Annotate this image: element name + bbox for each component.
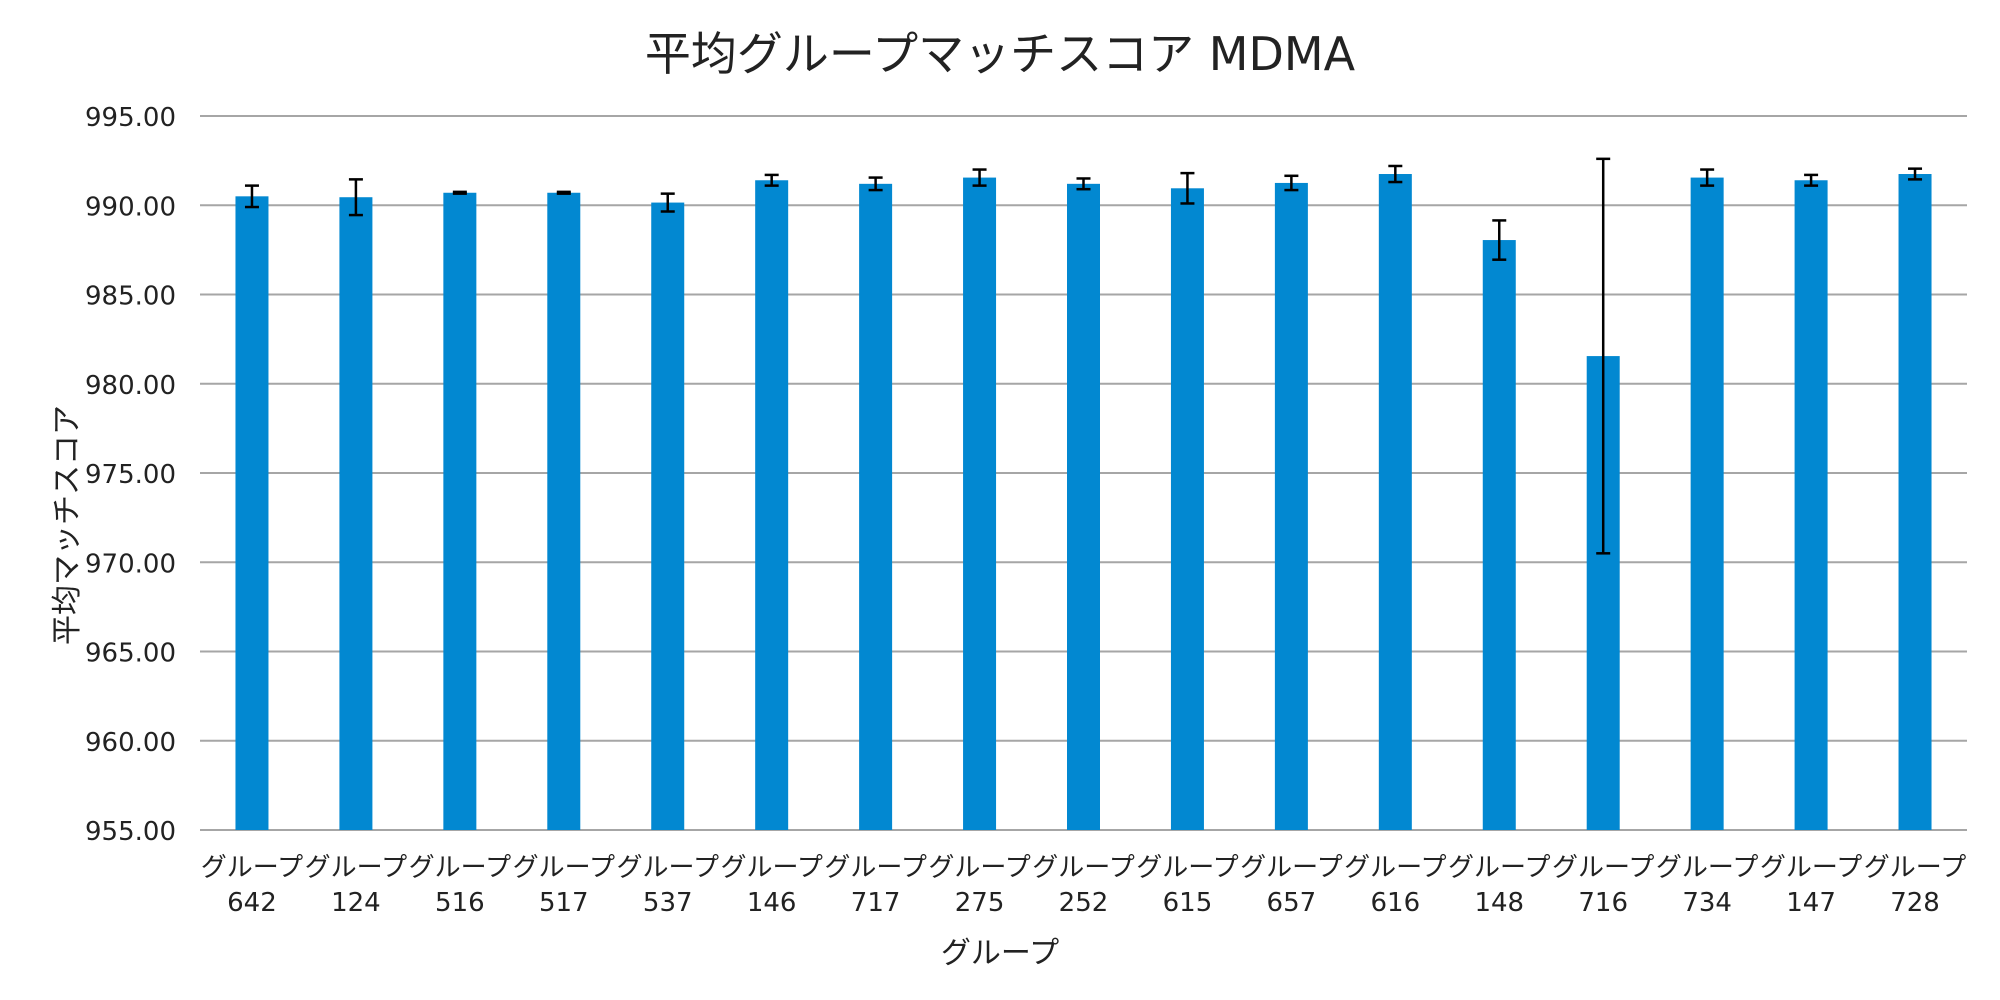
bar: [1794, 180, 1828, 830]
x-tick-label: グループ 642: [201, 853, 303, 918]
y-tick-label: 995.00: [85, 103, 176, 133]
x-tick-label: グループ 252: [1032, 853, 1134, 918]
y-tick-label: 975.00: [85, 460, 176, 490]
bar: [651, 202, 685, 830]
error-bar: [1700, 168, 1715, 187]
error-bar: [1908, 167, 1923, 181]
y-tick-label: 990.00: [85, 192, 176, 222]
y-tick-label: 985.00: [85, 282, 176, 312]
error-bar: [1388, 164, 1403, 184]
bar: [1690, 177, 1724, 830]
bar: [859, 183, 893, 830]
bar: [963, 177, 997, 830]
error-bar: [1284, 174, 1299, 192]
x-tick-label: グループ 616: [1344, 853, 1446, 918]
x-tick-label: グループ 148: [1448, 853, 1550, 918]
x-tick-label: グループ 537: [617, 853, 719, 918]
y-tick-label: 960.00: [85, 728, 176, 758]
error-bar: [1804, 173, 1819, 187]
bar: [1482, 240, 1516, 830]
x-tick-label: グループ 517: [513, 853, 615, 918]
x-tick-label: グループ 146: [720, 853, 822, 918]
error-bar: [660, 192, 675, 213]
bar: [547, 192, 581, 830]
bar: [443, 192, 477, 830]
x-tick-label: グループ 716: [1552, 853, 1654, 918]
error-bar: [244, 184, 259, 209]
y-tick-label: 965.00: [85, 639, 176, 669]
x-tick-label: グループ 717: [824, 853, 926, 918]
bar: [339, 197, 373, 830]
error-bar: [868, 176, 883, 192]
x-tick-label: グループ 275: [928, 853, 1030, 918]
error-bar: [348, 178, 363, 217]
bar: [1170, 188, 1204, 831]
bar: [1067, 183, 1100, 830]
bar: [1378, 174, 1412, 830]
y-tick-label: 970.00: [85, 549, 176, 579]
error-bar: [1492, 219, 1507, 261]
x-tick-label: グループ 124: [305, 853, 407, 918]
x-axis-label: グループ: [940, 936, 1060, 971]
bar: [1898, 174, 1932, 830]
chart-title: 平均グループマッチスコア MDMA: [644, 27, 1356, 81]
error-bar: [452, 190, 467, 195]
error-bar: [1076, 177, 1091, 191]
error-bar: [1596, 157, 1611, 555]
x-tick-label: グループ 516: [409, 853, 511, 918]
y-tick-label: 955.00: [85, 817, 176, 847]
x-tick-label: グループ 147: [1760, 853, 1862, 918]
x-tick-label: グループ 657: [1240, 853, 1342, 918]
error-bar: [764, 173, 779, 187]
y-tick-label: 980.00: [85, 371, 176, 401]
error-bar: [1180, 171, 1195, 205]
error-bar: [972, 168, 987, 187]
x-tick-label: グループ 615: [1136, 853, 1238, 918]
bar: [755, 180, 789, 830]
bar: [1274, 182, 1308, 830]
error-bar: [556, 190, 571, 195]
x-tick-label: グループ 734: [1656, 853, 1758, 918]
bar: [235, 196, 269, 830]
x-tick-label: グループ 728: [1864, 853, 1966, 918]
